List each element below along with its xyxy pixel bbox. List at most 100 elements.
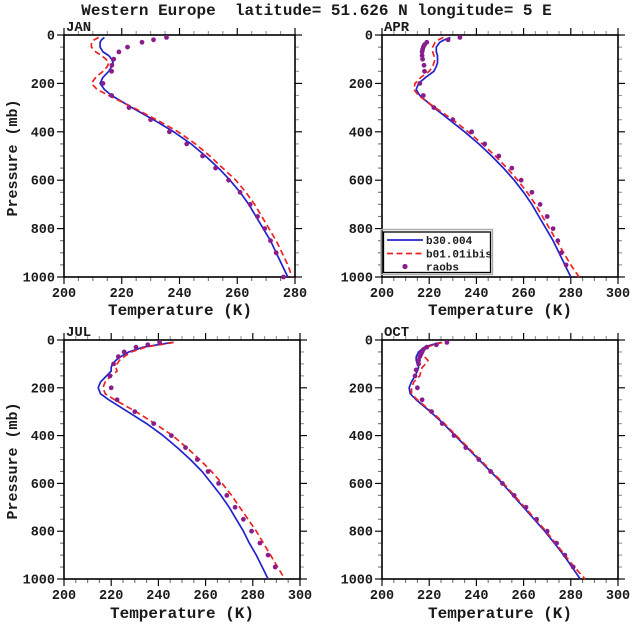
raobs-dot [281, 274, 286, 280]
raobs-dot [237, 189, 243, 195]
raobs-dots [107, 340, 278, 570]
x-tick-label: 220 [110, 287, 134, 302]
y-tick-label: 400 [349, 430, 373, 445]
y-tick-label: 800 [349, 223, 373, 238]
b01.01ibis-line [102, 341, 286, 580]
raobs-dot [241, 516, 246, 522]
raobs-dot [422, 68, 427, 74]
raobs-dots [100, 35, 286, 280]
legend-dot-sample [402, 263, 408, 270]
y-tick-label: 1000 [341, 574, 373, 589]
raobs-dot [107, 373, 113, 379]
x-tick-label: 300 [288, 589, 312, 604]
y-tick-label: 0 [47, 335, 55, 350]
x-axis-title-jan: Temperature (K) [107, 302, 253, 320]
raobs-dot [226, 177, 232, 183]
raobs-dot [537, 202, 543, 207]
y-tick-label: 800 [31, 223, 55, 238]
y-tick-labels: 0 200 400 600 800 1000 [341, 335, 373, 589]
raobs-dot [523, 504, 529, 510]
y-tick-label: 600 [31, 478, 55, 493]
raobs-dot [457, 35, 463, 40]
y-tick-labels: 0 200 400 600 800 1000 [23, 30, 55, 287]
raobs-dot [200, 153, 206, 159]
y-tick-label: 0 [365, 335, 373, 350]
raobs-dot [116, 49, 122, 55]
raobs-dot [169, 433, 174, 438]
raobs-dot [257, 540, 263, 546]
b01.01ibis-line [410, 341, 586, 580]
raobs-dot [419, 53, 425, 58]
raobs-dot [431, 105, 437, 110]
raobs-dot [421, 62, 427, 68]
raobs-dot [534, 516, 539, 522]
raobs-dot [126, 105, 132, 110]
legend-box [382, 231, 492, 274]
raobs-dot [416, 357, 421, 363]
x-axis-title-jul: Temperature (K) [109, 605, 255, 623]
raobs-dot [194, 457, 200, 462]
plot-frame [63, 339, 301, 580]
raobs-dot [184, 141, 190, 147]
x-tick-label: 240 [146, 589, 170, 604]
raobs-dot [476, 457, 482, 462]
raobs-dot [111, 56, 117, 62]
raobs-dot [488, 469, 493, 474]
raobs-dot [419, 49, 425, 55]
plot-frame [381, 339, 619, 580]
raobs-dot [419, 397, 425, 403]
x-tick-label: 220 [417, 287, 441, 302]
x-tick-labels: 200 220 240 260 280 300 [52, 589, 312, 604]
y-tick-label: 200 [349, 382, 373, 397]
raobs-dot [451, 433, 457, 438]
legend-entry-b01-01ibis: b01.01ibis [387, 250, 492, 262]
panel-month-label: APR [384, 20, 410, 36]
raobs-dot [469, 129, 475, 135]
x-tick-labels: 200 220 240 260 280 [52, 287, 307, 302]
raobs-dot [121, 349, 127, 355]
x-tick-label: 240 [464, 589, 488, 604]
panel-oct: 200 220 240 260 280 300 0 200 400 600 800 1000 OCT [341, 325, 631, 604]
axis-ticks [57, 28, 302, 284]
raobs-dot [529, 189, 535, 195]
y-tick-labels: 0 200 400 600 800 1000 [23, 335, 55, 589]
b01.01ibis-line [413, 36, 580, 278]
y-tick-label: 1000 [23, 574, 55, 589]
raobs-dot [511, 493, 517, 498]
x-tick-label: 260 [193, 589, 217, 604]
x-tick-label: 200 [370, 589, 394, 604]
x-tick-label: 220 [417, 589, 441, 604]
raobs-dot [412, 373, 418, 379]
x-tick-label: 260 [511, 589, 535, 604]
panel-month-label: OCT [384, 325, 409, 341]
x-tick-labels: 200 220 240 260 280 300 [370, 589, 630, 604]
x-tick-label: 280 [559, 287, 583, 302]
raobs-dot [268, 238, 273, 244]
raobs-dot [544, 214, 550, 219]
raobs-dot [232, 504, 238, 510]
raobs-dots [417, 35, 569, 268]
y-tick-label: 600 [349, 175, 373, 190]
raobs-dot [413, 367, 419, 373]
legend-label: b01.01ibis [426, 250, 492, 262]
y-tick-label: 400 [31, 126, 55, 141]
raobs-dot [109, 62, 115, 68]
raobs-dot [439, 421, 445, 426]
x-tick-labels: 200 220 240 260 280 300 [370, 287, 630, 302]
raobs-dot [133, 344, 139, 350]
plot-frame [381, 34, 619, 278]
raobs-dot [139, 39, 145, 45]
raobs-dot [148, 117, 154, 123]
b30.004-line [97, 341, 269, 580]
raobs-dot [213, 165, 219, 171]
y-tick-label: 1000 [23, 272, 55, 287]
raobs-dot [100, 81, 106, 86]
raobs-dot [554, 540, 559, 546]
x-tick-label: 260 [225, 287, 249, 302]
raobs-dot [114, 397, 120, 403]
raobs-dot [272, 564, 278, 570]
y-tick-label: 200 [31, 382, 55, 397]
